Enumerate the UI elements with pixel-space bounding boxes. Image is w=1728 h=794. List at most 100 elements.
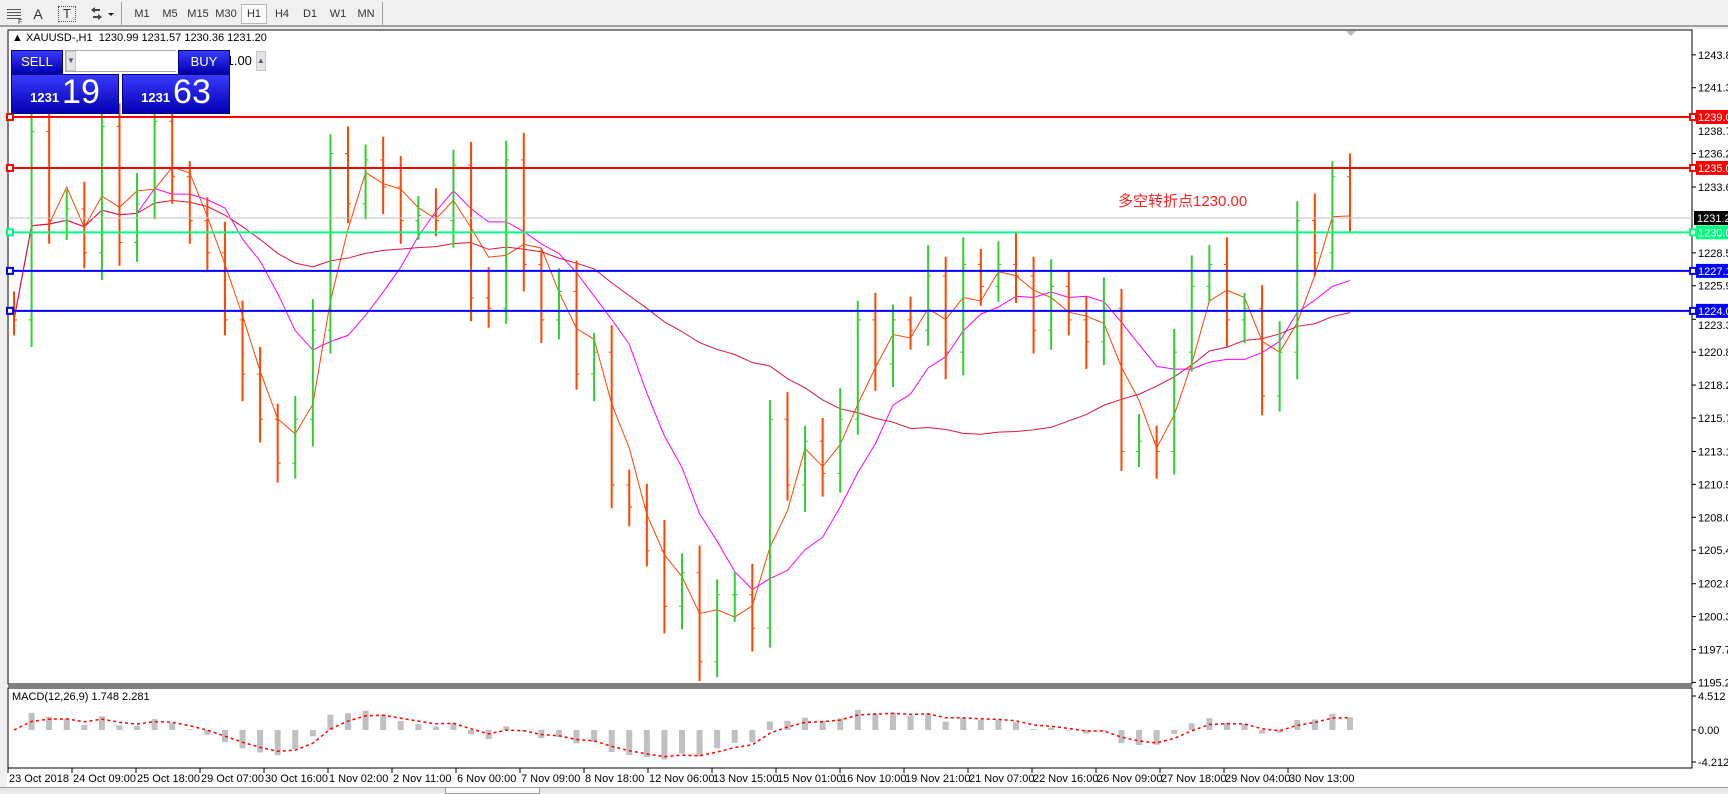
lot-increase-button[interactable]: ▲ [255, 51, 266, 71]
sell-price-button[interactable]: 1231 19 [11, 74, 119, 114]
text-icon[interactable]: A [33, 6, 43, 22]
time-tick-label: 16 Nov 10:00 [841, 773, 906, 785]
ma-mid-line [13, 187, 1351, 591]
price-bar [81, 181, 88, 269]
price-bar [204, 197, 211, 273]
time-tick-label: 25 Oct 18:00 [137, 773, 200, 785]
price-bar [1013, 233, 1019, 304]
price-bar [1136, 414, 1143, 467]
price-bar [1065, 270, 1072, 336]
time-tick-label: 24 Oct 09:00 [73, 773, 136, 785]
price-bar [221, 221, 228, 336]
time-tick-label: 12 Nov 06:00 [649, 773, 714, 785]
price-bar [977, 248, 984, 306]
timeframe-h1[interactable]: H1 [241, 4, 267, 24]
price-bar [432, 188, 439, 237]
price-tick-label: 1215.70 [1698, 413, 1728, 425]
level-price-tag [1696, 110, 1728, 124]
level-price-label: 1224.00 [1698, 306, 1728, 318]
macd-tick-label: 0.00 [1698, 725, 1719, 737]
price-bar [837, 388, 844, 493]
collapse-triangle-icon[interactable]: ▲ [12, 32, 26, 44]
price-bar [397, 156, 404, 244]
price-tick-label: 1205.45 [1698, 545, 1728, 557]
timeframe-m5[interactable]: M5 [162, 8, 178, 20]
text-label-icon[interactable]: T [58, 6, 76, 22]
price-bar [784, 392, 791, 501]
timeframe-m30[interactable]: M30 [215, 8, 237, 20]
price-bar [573, 260, 580, 390]
price-bar [626, 469, 633, 527]
price-bar [257, 347, 264, 443]
buy-button[interactable]: BUY [178, 50, 230, 74]
toolbar-separator [382, 2, 383, 25]
price-bar [46, 100, 53, 244]
price-bar [696, 545, 703, 682]
macd-tick-label: 4.512 [1698, 691, 1726, 703]
chart-title: ▲ XAUUSD-,H1 1230.99 1231.57 1230.36 123… [12, 32, 267, 44]
price-bar [327, 134, 334, 354]
timeframe-mn[interactable]: MN [357, 8, 375, 20]
price-tick-label: 1225.95 [1698, 281, 1728, 293]
price-tick-label: 1213.10 [1698, 446, 1728, 458]
level-handle [1689, 113, 1697, 121]
price-bar [854, 300, 861, 435]
timeframe-h4[interactable]: H4 [274, 8, 290, 20]
arrows-icon[interactable] [88, 4, 118, 24]
price-tick-label: 1236.20 [1698, 149, 1728, 161]
time-tick-label: 2 Nov 11:00 [393, 773, 452, 785]
grid-properties-icon[interactable]: F [4, 4, 26, 26]
timeframe-m1[interactable]: M1 [134, 8, 150, 20]
timeframe-w1[interactable]: W1 [329, 8, 347, 20]
level-handle [1689, 228, 1697, 237]
price-tick-label: 1223.35 [1698, 320, 1728, 332]
price-tick-label: 1220.80 [1698, 347, 1728, 359]
price-bar [1188, 255, 1195, 372]
time-tick-label: 21 Nov 07:00 [969, 773, 1034, 785]
timeframe-d1[interactable]: D1 [302, 8, 318, 20]
price-bar [731, 571, 738, 622]
symbol-quote: XAUUSD-,H1 1230.99 1231.57 1230.36 1231.… [25, 32, 267, 44]
buy-price-button[interactable]: 1231 63 [122, 74, 230, 114]
main-plot-area [7, 29, 1693, 685]
level-price-label: 1230.09 [1698, 227, 1728, 239]
sell-button[interactable]: SELL [11, 50, 63, 74]
pivot-annotation[interactable]: 多空转折点1230.00 [1118, 193, 1248, 210]
price-bar [1259, 285, 1266, 416]
buy-price-major: 1231 [141, 90, 171, 105]
price-bar [186, 161, 193, 244]
price-bar [960, 237, 967, 376]
lot-stepper[interactable]: ▼ ▲ [65, 50, 266, 72]
price-bar [1153, 425, 1160, 479]
price-bar [749, 563, 756, 652]
price-bar [907, 296, 914, 350]
lot-decrease-button[interactable]: ▼ [66, 51, 76, 71]
time-tick-label: 27 Nov 18:00 [1161, 773, 1226, 785]
time-tick-label: 13 Nov 15:00 [713, 773, 778, 785]
price-bar [239, 300, 246, 402]
level-handle [6, 113, 14, 121]
chart-shift-marker [1346, 31, 1356, 36]
price-tick-label: 1197.75 [1698, 645, 1728, 657]
macd-tick-label: -4.212 [1698, 757, 1728, 769]
price-bar [1294, 201, 1301, 380]
sell-price-minor: 19 [62, 73, 100, 111]
level-handle [1689, 163, 1697, 172]
timeframe-m15[interactable]: M15 [187, 8, 209, 20]
price-bar [942, 256, 949, 380]
price-tick-label: 1200.30 [1698, 612, 1728, 624]
price-bar [679, 553, 685, 630]
price-bar [345, 126, 351, 224]
time-tick-label: 7 Nov 09:00 [521, 773, 580, 785]
level-handle [1689, 306, 1697, 315]
level-handle [6, 228, 14, 237]
time-tick-label: 15 Nov 01:00 [777, 773, 842, 785]
chart-tab[interactable] [445, 788, 540, 794]
price-bar [1206, 245, 1213, 302]
price-bar [1241, 292, 1248, 344]
bid-price-label: 1231.20 [1697, 213, 1728, 225]
ma-slow-line [13, 199, 1351, 435]
time-tick-label: 30 Oct 16:00 [265, 773, 328, 785]
price-bar [608, 325, 615, 509]
